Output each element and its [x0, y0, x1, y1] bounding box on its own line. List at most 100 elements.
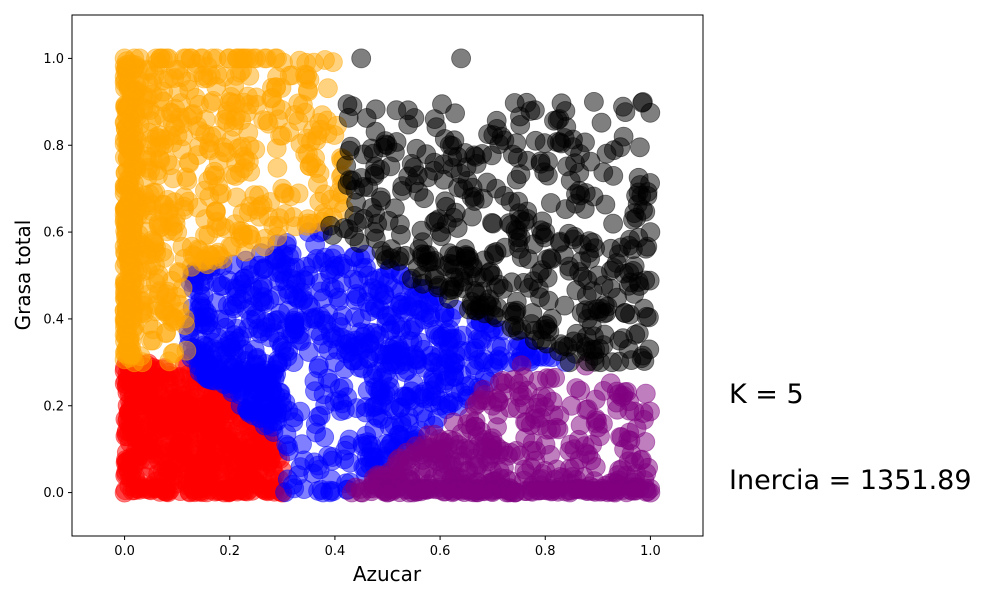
data-point [298, 213, 319, 234]
data-point [487, 417, 507, 438]
data-point [500, 191, 521, 212]
data-point [359, 333, 380, 354]
data-point [239, 65, 260, 86]
data-point [239, 224, 259, 245]
data-point [437, 348, 458, 369]
data-point [167, 222, 188, 243]
data-point [298, 342, 319, 362]
data-point [156, 287, 177, 308]
data-point [631, 185, 652, 206]
data-point [190, 283, 210, 304]
data-point [632, 92, 653, 113]
data-point [635, 383, 656, 404]
data-point [194, 180, 215, 201]
plot-frame [71, 14, 704, 537]
data-point [325, 326, 346, 347]
data-point [330, 401, 351, 421]
data-point [353, 208, 374, 229]
data-point [206, 218, 227, 239]
data-point [257, 408, 278, 429]
data-point [149, 217, 170, 238]
data-point [427, 277, 448, 298]
data-point [405, 313, 426, 334]
data-point [396, 450, 417, 471]
data-point [537, 314, 558, 335]
data-point [120, 345, 141, 366]
data-point [167, 395, 188, 416]
data-point [244, 339, 265, 360]
data-point [435, 370, 456, 391]
data-point [384, 198, 405, 219]
data-point [140, 135, 161, 156]
data-point [584, 346, 605, 366]
data-point [167, 412, 188, 433]
data-point [456, 460, 477, 481]
data-point [246, 308, 266, 329]
data-point [618, 338, 639, 359]
data-point [114, 48, 135, 69]
data-point [555, 101, 576, 121]
data-point [178, 191, 199, 212]
data-point [298, 265, 319, 286]
data-point [607, 287, 627, 308]
data-point [493, 278, 513, 299]
data-point [232, 203, 253, 224]
data-point [224, 298, 245, 319]
data-point [232, 274, 253, 295]
data-point [584, 92, 604, 112]
y-axis: 0.0 0.2 0.4 0.6 0.8 1.0 [43, 52, 72, 501]
data-point [595, 194, 616, 215]
data-point [510, 445, 530, 466]
data-point [464, 145, 485, 166]
data-point [574, 199, 595, 219]
data-point [121, 140, 142, 161]
data-point [114, 308, 135, 329]
data-point [226, 480, 246, 501]
data-point [118, 72, 139, 93]
data-point [177, 170, 198, 191]
data-point [242, 437, 263, 457]
data-point [190, 121, 211, 142]
data-point [587, 417, 608, 438]
data-point [304, 452, 325, 473]
data-point [603, 213, 623, 234]
y-tick-label: 0.6 [43, 226, 64, 241]
data-point [638, 457, 658, 478]
data-point [339, 452, 360, 473]
data-point [297, 80, 318, 100]
data-point [140, 439, 161, 460]
data-point [376, 362, 397, 382]
x-tick-label: 0.8 [535, 544, 556, 559]
data-point [585, 389, 606, 410]
data-point [517, 201, 538, 222]
data-point [322, 447, 343, 467]
data-point [510, 164, 531, 185]
data-point [351, 48, 372, 69]
data-point [147, 165, 168, 186]
data-point [388, 424, 409, 445]
data-point [347, 286, 368, 307]
data-point [165, 310, 186, 331]
data-point [174, 48, 195, 69]
data-point [561, 395, 582, 416]
x-tick-label: 0.0 [114, 544, 135, 559]
data-point [628, 323, 649, 344]
data-point [413, 402, 433, 423]
data-point [470, 295, 491, 316]
data-point [585, 481, 605, 502]
data-point [468, 436, 488, 457]
data-point [116, 442, 137, 463]
data-point [369, 268, 390, 289]
data-point [535, 460, 556, 481]
data-point [115, 162, 136, 183]
data-point [148, 264, 169, 285]
data-point [323, 481, 344, 502]
data-point [158, 372, 179, 393]
data-point [182, 245, 203, 266]
data-point [339, 140, 360, 161]
data-point [205, 201, 226, 222]
data-point [528, 278, 549, 299]
data-point [219, 439, 240, 460]
data-point [193, 65, 214, 86]
data-point [430, 395, 451, 416]
